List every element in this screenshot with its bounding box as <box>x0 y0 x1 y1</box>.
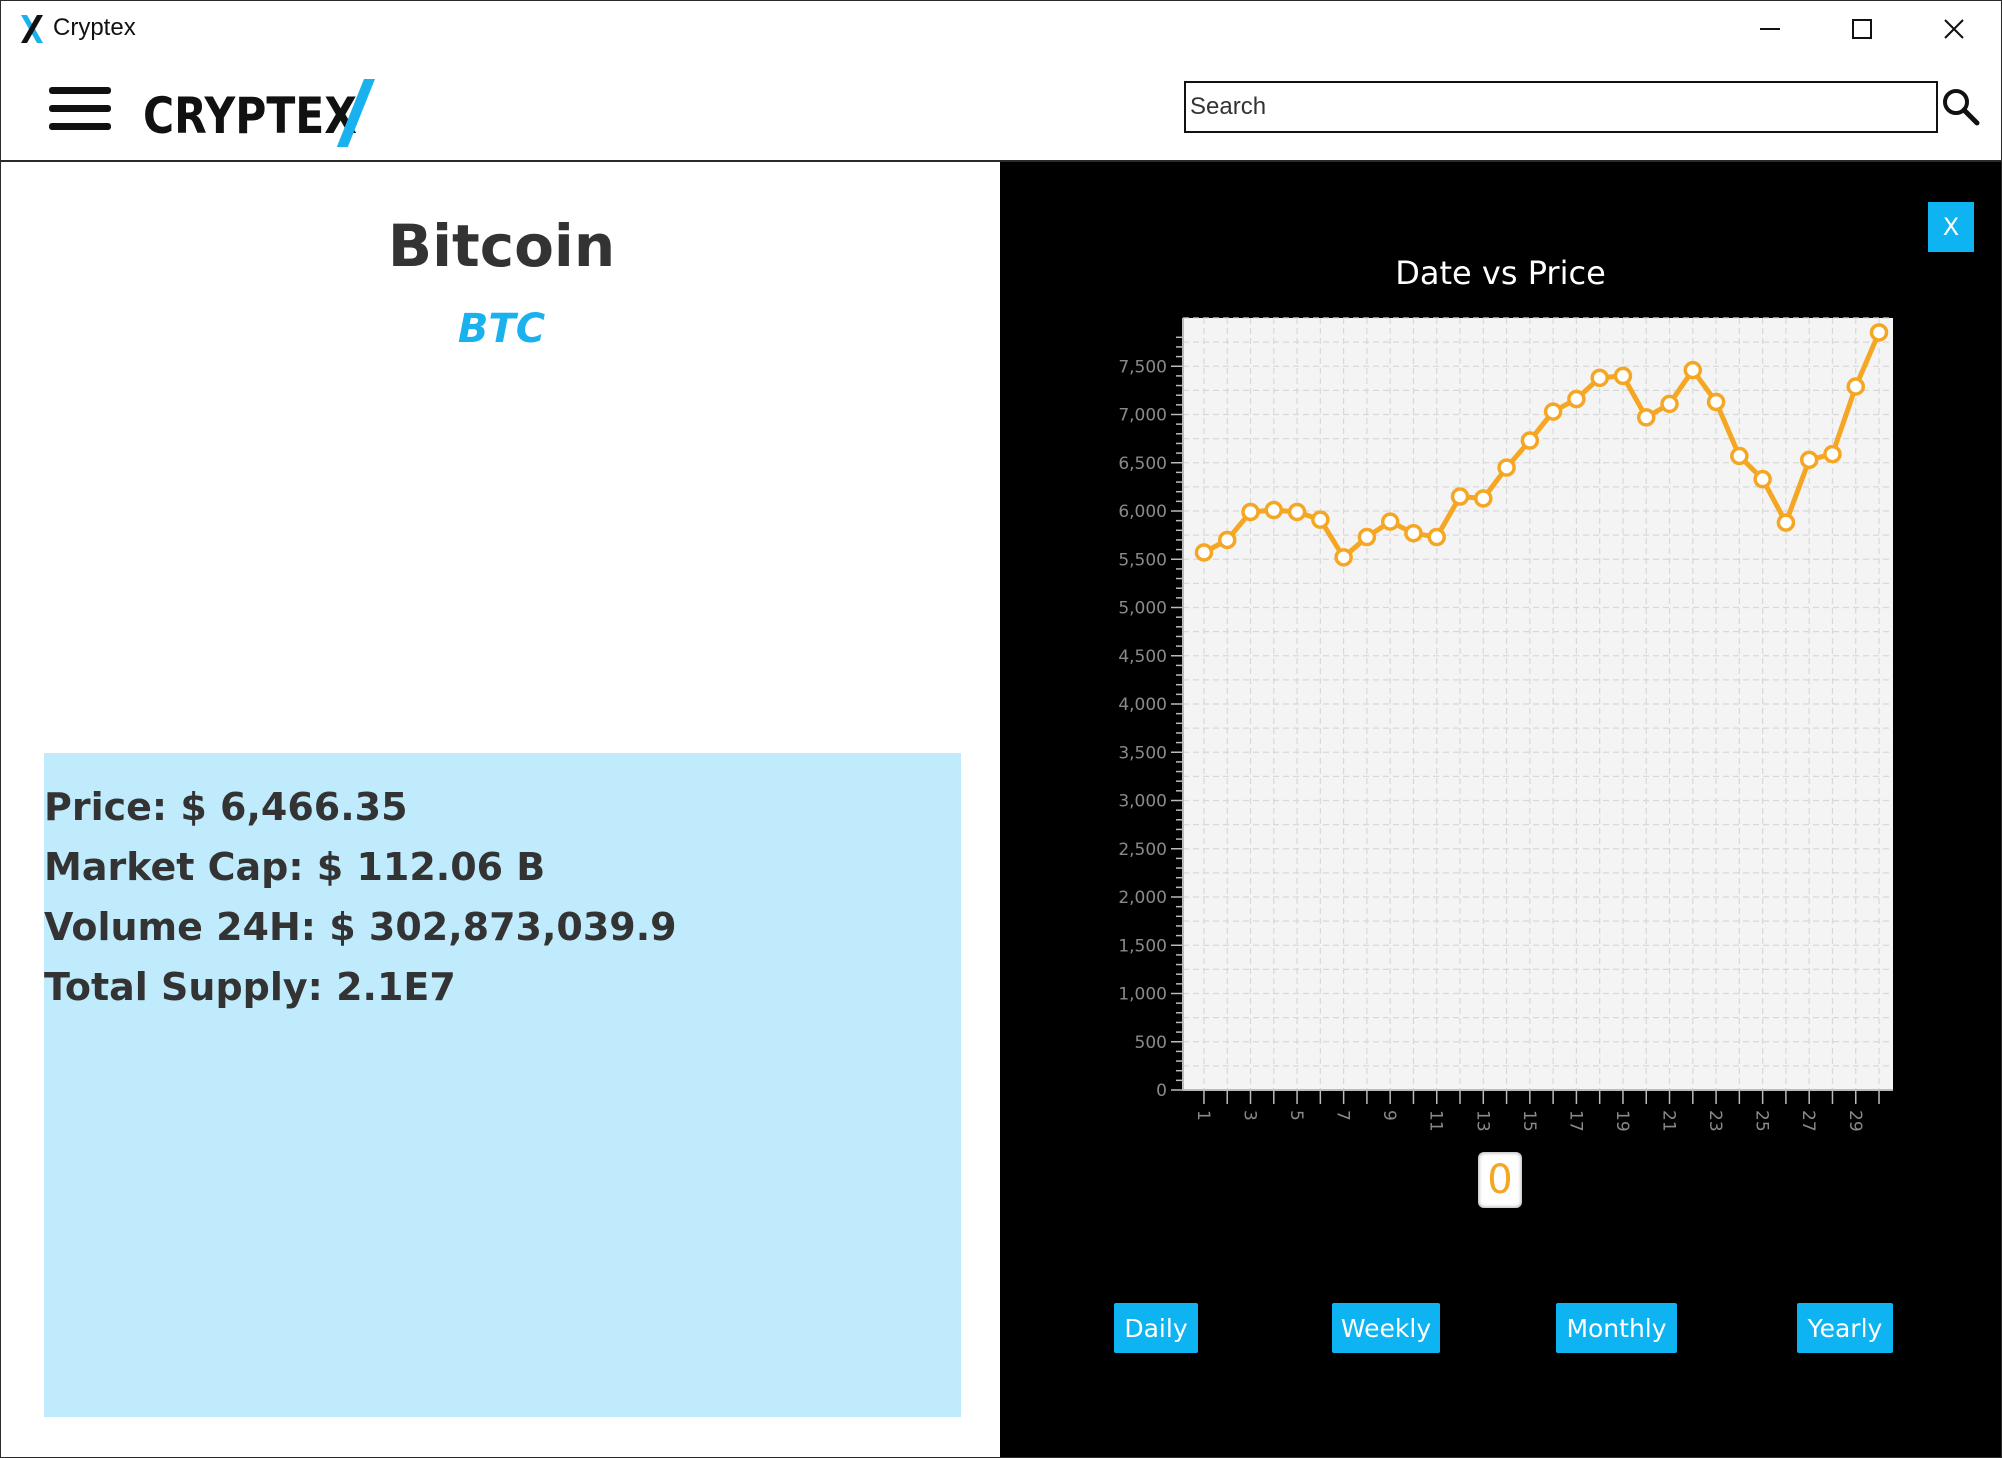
data-point <box>1846 377 1866 396</box>
x-tick-label: 19 <box>1612 1110 1632 1132</box>
data-point <box>1264 500 1284 520</box>
search-input[interactable] <box>1184 81 1938 133</box>
menu-bar-icon <box>49 87 111 94</box>
x-tick-label: 29 <box>1845 1110 1865 1132</box>
data-point <box>1660 394 1679 414</box>
x-tick-label: 11 <box>1426 1110 1446 1132</box>
data-point <box>1683 360 1703 380</box>
minimize-button[interactable] <box>1724 1 1816 57</box>
x-tick-label: 9 <box>1379 1110 1399 1121</box>
data-point <box>1730 446 1749 466</box>
data-point <box>1450 487 1470 506</box>
data-point <box>1520 431 1540 450</box>
y-tick-label: 6,500 <box>1118 454 1167 474</box>
x-tick-label: 1 <box>1193 1110 1213 1121</box>
y-tick-label: 7,000 <box>1118 406 1167 426</box>
x-tick-label: 23 <box>1705 1110 1725 1132</box>
y-tick-label: 0 <box>1156 1081 1167 1101</box>
data-point <box>1404 523 1423 543</box>
data-point <box>1217 530 1237 550</box>
y-tick-label: 4,500 <box>1118 647 1167 667</box>
data-point <box>1334 548 1353 567</box>
data-point <box>1497 458 1516 477</box>
selected-value-box[interactable]: 0 <box>1478 1152 1522 1208</box>
y-tick-label: 500 <box>1135 1033 1167 1053</box>
data-point <box>1613 366 1633 386</box>
data-point <box>1590 368 1609 388</box>
coin-details-panel: Bitcoin BTC Price: $ 6,466.35 Market Cap… <box>3 162 1000 1457</box>
app-logo-icon <box>21 15 43 43</box>
x-tick-label: 5 <box>1286 1110 1306 1121</box>
total-supply-text: Total Supply: 2.1E7 <box>44 965 456 1009</box>
price-line-chart: 0 500 1,000 1,500 2,000 2,500 3,000 3,500 4,000 4… <box>1118 317 1893 1132</box>
y-tick-label: 1,500 <box>1118 936 1167 956</box>
y-tick-label: 6,000 <box>1118 502 1167 522</box>
y-tick-label: 7,500 <box>1118 357 1167 377</box>
close-chart-button[interactable]: X <box>1928 202 1974 252</box>
window-title: Cryptex <box>53 14 136 41</box>
x-tick-label: 25 <box>1752 1110 1772 1132</box>
data-point <box>1636 408 1656 427</box>
data-point <box>1287 502 1307 522</box>
data-point <box>1799 450 1819 470</box>
market-cap-text: Market Cap: $ 112.06 B <box>44 845 546 889</box>
y-tick-label: 3,000 <box>1118 792 1167 812</box>
y-tick-label: 3,500 <box>1118 743 1167 763</box>
y-tick-label: 2,500 <box>1118 840 1167 860</box>
maximize-button[interactable] <box>1816 1 1908 57</box>
y-tick-label: 4,000 <box>1118 695 1167 715</box>
data-point <box>1706 392 1726 412</box>
coin-symbol: BTC <box>457 306 546 352</box>
data-point <box>1474 489 1493 508</box>
y-tick-label: 5,500 <box>1118 550 1167 570</box>
data-point <box>1823 444 1842 464</box>
data-point <box>1567 389 1586 409</box>
data-point <box>1241 502 1260 522</box>
menu-button[interactable] <box>49 87 111 131</box>
brand-logo: CRYPTEX <box>143 79 375 147</box>
maximize-icon <box>1852 19 1872 39</box>
monthly-button[interactable]: Monthly <box>1556 1303 1677 1353</box>
x-tick-label: 15 <box>1519 1110 1539 1132</box>
y-tick-label: 2,000 <box>1118 888 1167 908</box>
y-tick-label: 5,000 <box>1118 599 1167 619</box>
price-text: Price: $ 6,466.35 <box>44 785 408 829</box>
coin-stats-box <box>44 753 961 1417</box>
x-tick-label: 27 <box>1798 1110 1818 1132</box>
title-bar: Cryptex <box>1 1 2001 57</box>
app-header: CRYPTEX <box>1 57 2001 162</box>
chart-panel: X Date vs Price 0 500 1,000 1,500 2,000 2,500… <box>1000 162 2001 1457</box>
data-point <box>1543 402 1563 421</box>
search-icon[interactable] <box>1941 87 1981 127</box>
data-point <box>1776 513 1796 532</box>
y-tick-label: 1,000 <box>1118 985 1167 1005</box>
close-window-button[interactable] <box>1908 1 2000 57</box>
data-point <box>1380 512 1400 531</box>
x-tick-label: 17 <box>1565 1110 1585 1132</box>
x-tick-label: 7 <box>1333 1110 1353 1121</box>
menu-bar-icon <box>49 123 111 130</box>
chart-title: Date vs Price <box>1395 254 1606 292</box>
yearly-button[interactable]: Yearly <box>1797 1303 1893 1353</box>
close-icon <box>1944 19 1964 39</box>
data-point <box>1357 527 1377 547</box>
data-point <box>1311 510 1330 529</box>
data-point <box>1753 469 1772 489</box>
x-tick-label: 13 <box>1472 1110 1492 1132</box>
brand-text: CRYPTEX <box>143 87 357 145</box>
daily-button[interactable]: Daily <box>1114 1303 1198 1353</box>
data-point <box>1427 527 1446 547</box>
data-point <box>1194 543 1214 562</box>
minimize-icon <box>1760 28 1780 30</box>
data-point <box>1869 323 1889 342</box>
x-tick-label: 21 <box>1659 1110 1679 1132</box>
coin-name: Bitcoin <box>387 212 616 280</box>
menu-bar-icon <box>49 105 111 112</box>
x-tick-label: 3 <box>1240 1110 1260 1121</box>
weekly-button[interactable]: Weekly <box>1332 1303 1440 1353</box>
volume-text: Volume 24H: $ 302,873,039.9 <box>44 905 677 949</box>
